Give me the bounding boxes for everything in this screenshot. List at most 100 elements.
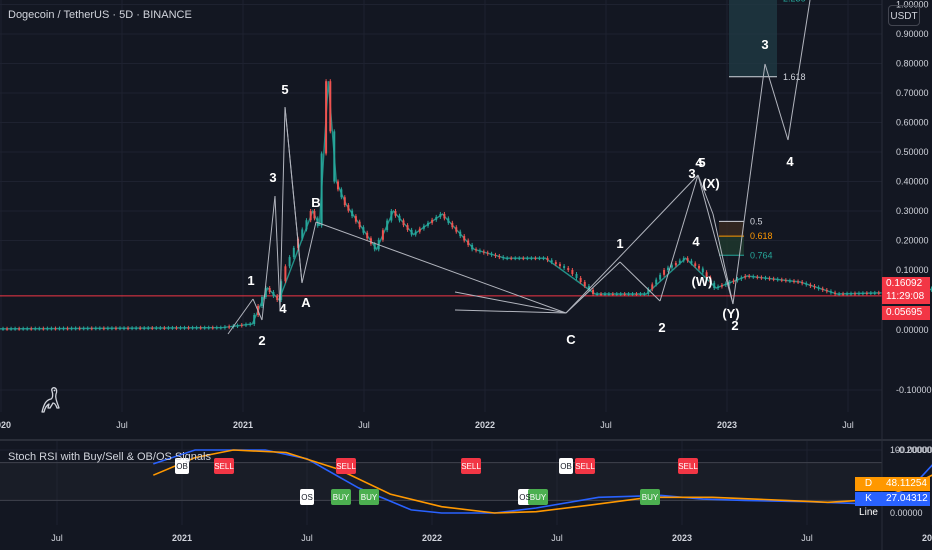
candle-body	[728, 282, 731, 284]
candle-body	[139, 328, 142, 330]
candle-body	[422, 225, 425, 229]
candle-body	[732, 280, 735, 282]
candle-body	[748, 276, 751, 277]
wave-label: 3	[269, 170, 276, 185]
wave-label: (W)	[692, 274, 713, 289]
candle-body	[682, 258, 685, 261]
price-axis-label: 0.50000	[896, 147, 929, 157]
candle-body	[343, 197, 346, 206]
signal-badge	[214, 458, 234, 474]
candle-body	[143, 328, 146, 330]
candle-body	[805, 283, 808, 285]
candle-body	[821, 288, 824, 290]
candle-body	[776, 279, 779, 281]
candles	[2, 79, 932, 331]
indicator-title[interactable]: Stoch RSI with Buy/Sell & OB/OS Signals	[8, 451, 211, 463]
wave-line	[274, 195, 281, 311]
wave-line	[454, 309, 567, 314]
candle-body	[619, 294, 622, 295]
candle-body	[627, 294, 630, 295]
candle-body	[42, 328, 45, 330]
wave-label: 5	[698, 155, 705, 170]
time-axis-label: 2020	[0, 420, 11, 430]
candle-body	[825, 290, 828, 292]
candle-body	[264, 288, 267, 297]
fib-retrace-box	[719, 221, 744, 237]
candle-body	[756, 276, 759, 278]
wave-label: 4	[692, 234, 700, 249]
time-axis-label: 2023	[717, 420, 737, 430]
wave-label: 4	[695, 155, 703, 170]
candle-body	[316, 218, 319, 226]
candle-body	[813, 286, 816, 288]
candle-body	[877, 292, 880, 294]
candle-body	[546, 258, 549, 261]
wave-label: 5	[281, 82, 288, 97]
candle-body	[478, 250, 481, 252]
stoch-axis-label: 100.00000	[890, 445, 932, 455]
candle-body	[631, 294, 634, 295]
candle-body	[272, 292, 275, 296]
wave-line	[697, 174, 734, 305]
stoch-k-line	[153, 449, 932, 514]
candle-body	[674, 262, 677, 266]
stoch-band-fill	[0, 462, 882, 501]
candle-body	[801, 282, 804, 284]
price-axis-label: 1.00000	[896, 0, 929, 10]
candle-body	[615, 294, 618, 295]
candle-body	[288, 257, 291, 267]
candle-body	[842, 293, 845, 295]
last-price-tag: 0.16092	[882, 277, 930, 291]
candle-body	[482, 251, 485, 253]
signal-label: OS	[519, 493, 531, 502]
candle-body	[600, 294, 603, 295]
candle-body	[347, 205, 350, 211]
fib-level-label: 0.5	[750, 216, 763, 226]
wave-line	[454, 291, 567, 314]
candle-body	[276, 296, 279, 300]
wave-label: C	[566, 332, 576, 347]
candle-body	[838, 293, 841, 295]
k-line-value: 27.04312	[882, 492, 930, 506]
candle-body	[467, 240, 470, 245]
candle-body	[22, 328, 25, 330]
candle-body	[106, 328, 109, 330]
wave-label: (Y)	[722, 306, 739, 321]
symbol-title: Dogecoin / TetherUS · 5D · BINANCE	[8, 9, 192, 21]
candle-body	[54, 328, 57, 330]
grid-lines	[0, 0, 882, 451]
candle-body	[571, 270, 574, 274]
candle-body	[62, 328, 65, 330]
candle-body	[768, 278, 771, 280]
candle-body	[123, 328, 126, 330]
wave-line	[252, 298, 263, 321]
signal-label: OB	[176, 462, 188, 471]
price-axis-label: 0.70000	[896, 88, 929, 98]
candle-body	[463, 236, 466, 241]
wave-label: 2	[731, 318, 738, 333]
candle-body	[163, 327, 166, 329]
candle-body	[195, 327, 198, 329]
candle-body	[333, 131, 336, 182]
dinosaur-logo-icon[interactable]	[38, 386, 62, 414]
candle-body	[127, 328, 130, 330]
d-line-label: D Line	[855, 477, 882, 503]
wave-label: 1	[247, 273, 254, 288]
signal-badge	[461, 458, 481, 474]
candle-body	[373, 243, 376, 250]
candle-body	[98, 328, 101, 330]
candle-body	[135, 328, 138, 330]
candle-body	[74, 328, 77, 330]
signal-markers	[175, 458, 698, 505]
candle-body	[447, 218, 450, 223]
time-axis-label: Jul	[301, 533, 313, 543]
candle-body	[575, 274, 578, 278]
candle-body	[159, 327, 162, 329]
currency-button[interactable]: USDT	[888, 5, 920, 26]
candle-body	[567, 268, 570, 270]
candle-body	[366, 232, 369, 239]
candle-body	[175, 327, 178, 329]
candle-body	[698, 265, 701, 269]
